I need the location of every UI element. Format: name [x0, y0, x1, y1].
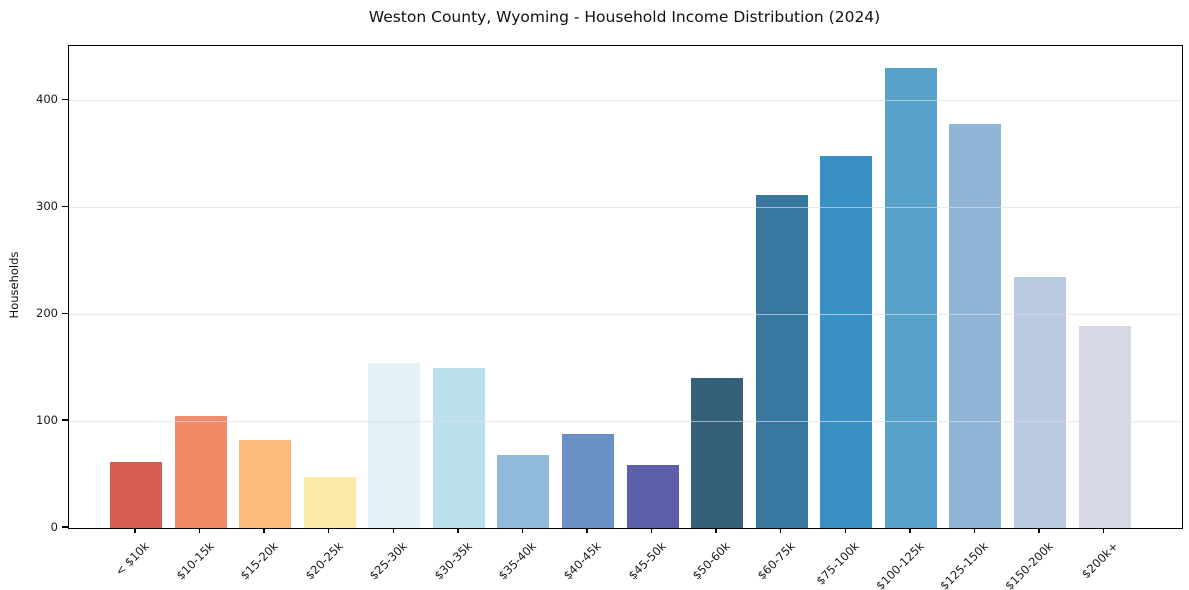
- x-tick: [521, 528, 524, 533]
- bar-$125-150k: [949, 124, 1002, 528]
- x-tick-label: $200k+: [1078, 539, 1121, 582]
- x-tick: [586, 528, 588, 533]
- x-tick: [780, 528, 782, 533]
- y-tick-label: 400: [36, 92, 58, 106]
- x-tick-label: $35-40k: [495, 539, 540, 583]
- y-tick-label: 100: [36, 412, 58, 427]
- x-tick: [198, 528, 201, 533]
- y-tick-label: 0: [50, 519, 58, 534]
- bar-$20-25k: [303, 476, 356, 528]
- y-tick: [62, 98, 68, 101]
- x-tick-label: $60-75k: [754, 539, 798, 583]
- y-tick-label: 200: [36, 305, 58, 320]
- bar-$35-40k: [497, 455, 550, 528]
- gridline-200: [69, 313, 1182, 315]
- bar-< $10k: [110, 461, 162, 528]
- x-tick-label: $75-100k: [813, 539, 863, 588]
- chart-title: Weston County, Wyoming - Household Incom…: [368, 8, 881, 26]
- x-tick: [844, 528, 846, 533]
- bar-$60-75k: [755, 194, 808, 528]
- x-tick: [1038, 528, 1040, 533]
- bar-$10-15k: [174, 415, 227, 528]
- x-tick: [1102, 528, 1105, 533]
- y-tick: [62, 312, 68, 314]
- x-tick: [457, 528, 459, 533]
- x-tick: [263, 528, 265, 533]
- gridline-100: [69, 420, 1182, 422]
- bar-$200k+: [1078, 326, 1131, 528]
- bar-$25-30k: [368, 363, 421, 528]
- gridline-400: [69, 99, 1182, 102]
- bar-$15-20k: [239, 440, 292, 528]
- bar-$30-35k: [432, 367, 485, 528]
- x-tick-label: $30-35k: [431, 539, 475, 583]
- plot-area: [68, 45, 1183, 529]
- x-tick-label: $10-15k: [173, 539, 217, 583]
- x-tick: [973, 528, 976, 533]
- y-tick: [62, 419, 68, 421]
- x-tick-label: $50-60k: [689, 539, 734, 583]
- x-tick-label: < $10k: [112, 539, 152, 579]
- x-tick: [650, 528, 653, 533]
- bar-$75-100k: [820, 156, 873, 528]
- x-tick: [392, 528, 394, 533]
- y-tick: [62, 526, 68, 528]
- x-tick: [328, 528, 330, 533]
- x-tick: [909, 528, 911, 533]
- x-tick-label: $15-20k: [237, 539, 282, 583]
- y-tick: [62, 205, 68, 208]
- x-tick: [134, 528, 136, 533]
- x-tick-label: $40-45k: [560, 539, 604, 583]
- bar-$45-50k: [626, 464, 679, 528]
- bar-$50-60k: [691, 378, 744, 528]
- bar-$40-45k: [561, 433, 614, 528]
- x-tick-label: $125-150k: [937, 539, 992, 590]
- x-tick-label: $25-30k: [366, 539, 411, 583]
- gridline-300: [69, 206, 1182, 208]
- x-tick: [715, 528, 717, 533]
- y-tick-label: 300: [36, 198, 58, 213]
- x-tick-label: $45-50k: [625, 539, 669, 583]
- bar-$150-200k: [1013, 276, 1066, 528]
- bar-$100-125k: [884, 68, 937, 528]
- x-tick-label: $100-125k: [872, 539, 927, 590]
- x-tick-label: $20-25k: [302, 539, 346, 583]
- x-tick-label: $150-200k: [1002, 539, 1056, 590]
